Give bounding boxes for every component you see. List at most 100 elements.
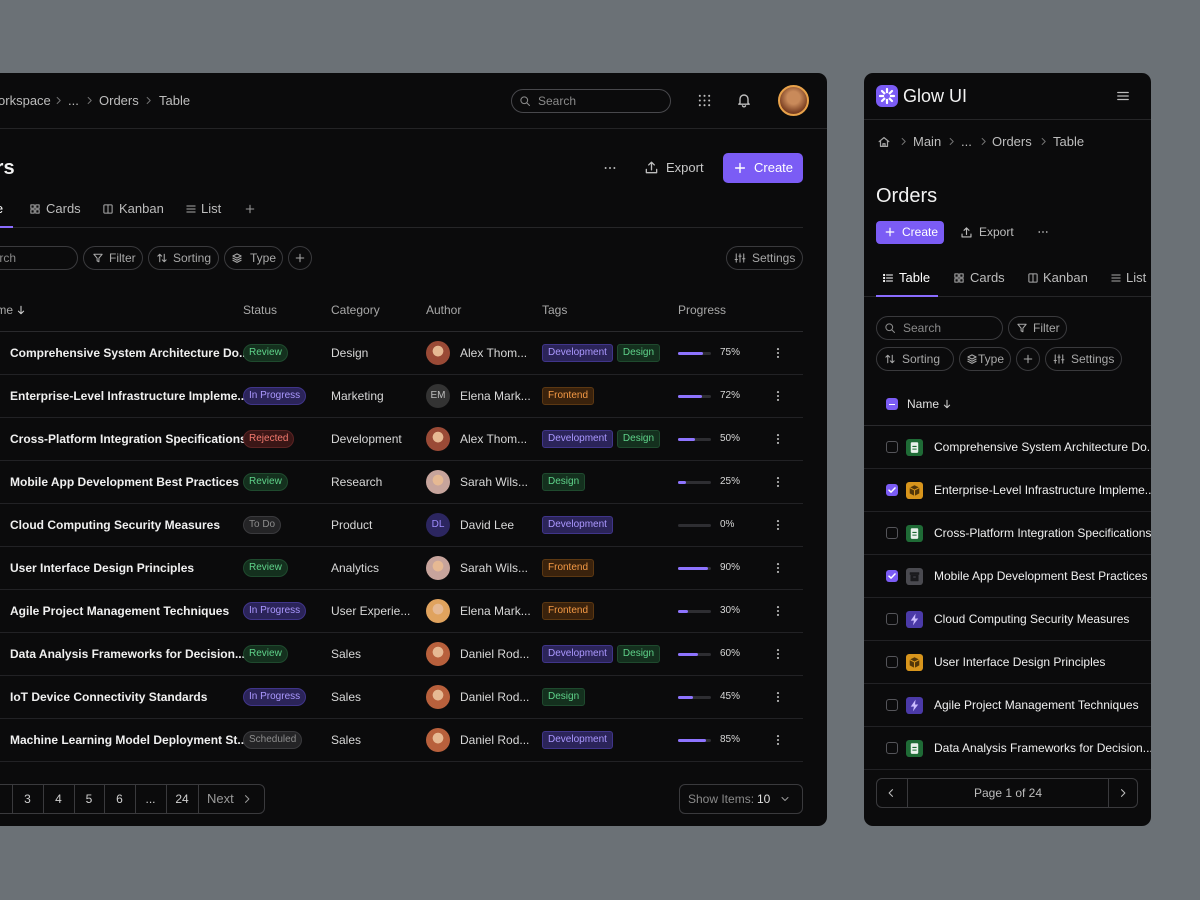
settings-button[interactable]	[726, 246, 803, 270]
export-button[interactable]: Export	[979, 225, 1014, 239]
filter-chip-icon-part	[232, 257, 242, 263]
tab[interactable]: List	[1126, 270, 1147, 285]
row-name[interactable]: User Interface Design Principles	[934, 655, 1106, 669]
column-header[interactable]: Name	[907, 397, 940, 411]
create-label[interactable]: Create	[754, 160, 794, 175]
row-name[interactable]: Enterprise-Level Infrastructure Impleme.…	[934, 483, 1151, 497]
page-button[interactable]: 5	[85, 792, 93, 806]
filter-chip-label[interactable]: Filter	[1033, 321, 1060, 335]
author-initials: DL	[431, 519, 445, 530]
tab[interactable]: Cards	[46, 201, 81, 216]
search-box[interactable]	[511, 89, 671, 113]
breadcrumb-item[interactable]: ...	[961, 134, 972, 149]
row-checkbox[interactable]	[886, 484, 898, 496]
breadcrumb-item[interactable]: Table	[1053, 134, 1085, 149]
tab-icon	[1028, 273, 1038, 283]
row-checkbox[interactable]	[886, 441, 898, 453]
filter-search[interactable]	[0, 246, 78, 270]
divider	[864, 296, 1151, 297]
column-header[interactable]: Author	[426, 303, 462, 317]
filter-chip-label[interactable]: Sorting	[902, 352, 941, 366]
row-author: Sarah Wils...	[460, 475, 529, 489]
home-icon	[878, 137, 890, 147]
add-filter[interactable]	[1016, 347, 1040, 371]
row-checkbox[interactable]	[886, 613, 898, 625]
row-checkbox[interactable]	[886, 699, 898, 711]
next-button[interactable]: Next	[207, 791, 234, 806]
breadcrumb-item[interactable]: ...	[68, 93, 79, 108]
show-items[interactable]	[679, 784, 803, 814]
row-name[interactable]: IoT Device Connectivity Standards	[10, 690, 208, 704]
export-button[interactable]: Export	[666, 160, 704, 175]
page-button[interactable]: 6	[116, 792, 123, 806]
divider	[0, 546, 803, 547]
breadcrumb-item[interactable]: Workspace	[0, 93, 51, 108]
breadcrumb-item[interactable]: Main	[913, 134, 942, 149]
row-category: Sales	[331, 733, 362, 747]
column-header[interactable]: Category	[331, 303, 380, 317]
filter-chip[interactable]	[1008, 316, 1067, 340]
row-checkbox[interactable]	[886, 742, 898, 754]
page-button[interactable]: 3	[24, 792, 31, 806]
create-button[interactable]	[876, 221, 944, 244]
filter-chip-label[interactable]: Type	[978, 352, 1005, 366]
row-name[interactable]: Comprehensive System Architecture Do...	[934, 440, 1151, 454]
filter-chip[interactable]	[224, 246, 283, 270]
filter-chip[interactable]	[83, 246, 143, 270]
settings-label[interactable]: Settings	[752, 251, 796, 265]
row-menu-part	[776, 742, 780, 745]
row-name[interactable]: Agile Project Management Techniques	[10, 604, 230, 618]
tab[interactable]: Table	[0, 200, 3, 218]
row-name[interactable]: Data Analysis Frameworks for Decision...	[10, 647, 245, 661]
row-name[interactable]: Cloud Computing Security Measures	[934, 612, 1130, 626]
user-avatar[interactable]	[778, 85, 809, 116]
breadcrumb-item[interactable]: Orders	[99, 93, 139, 108]
row-name[interactable]: Data Analysis Frameworks for Decision...	[934, 741, 1151, 755]
status-badge: Scheduled	[243, 731, 303, 749]
settings-button[interactable]	[1045, 347, 1122, 371]
tab-icon-part	[959, 278, 964, 283]
filter-chip-icon	[885, 354, 895, 364]
row-checkbox[interactable]	[886, 570, 898, 582]
row-name[interactable]: Enterprise-Level Infrastructure Impleme.…	[10, 389, 248, 403]
column-header[interactable]: Name	[0, 303, 14, 317]
more-button-part	[609, 167, 611, 169]
tab[interactable]: Table	[899, 270, 931, 285]
filter-chip-label[interactable]: Sorting	[173, 251, 212, 265]
filter-chip[interactable]	[959, 347, 1011, 371]
tab[interactable]: Kanban	[119, 201, 164, 216]
column-header[interactable]: Tags	[542, 303, 568, 317]
column-header[interactable]: Status	[243, 303, 278, 317]
breadcrumb-item[interactable]: Orders	[992, 134, 1032, 149]
row-name[interactable]: Cross-Platform Integration Specification…	[934, 526, 1151, 540]
row-name[interactable]: Comprehensive System Architecture Do...	[10, 346, 249, 360]
row-name[interactable]: User Interface Design Principles	[10, 561, 195, 575]
tab[interactable]: Kanban	[1043, 270, 1088, 285]
tab[interactable]: Cards	[970, 270, 1005, 285]
page-button[interactable]: ...	[145, 792, 156, 806]
add-filter-icon-part	[1023, 354, 1033, 364]
page-button[interactable]: 24	[175, 792, 189, 806]
row-name[interactable]: Mobile App Development Best Practices	[934, 569, 1148, 583]
row-name[interactable]: Machine Learning Model Deployment St...	[10, 733, 248, 747]
filter-chip[interactable]	[876, 347, 954, 371]
row-name[interactable]: Mobile App Development Best Practices	[10, 475, 239, 489]
pagination-divider	[1108, 778, 1109, 808]
settings-label[interactable]: Settings	[1071, 352, 1115, 366]
filter-chip-label[interactable]: Type	[250, 251, 277, 265]
filter-chip[interactable]	[148, 246, 219, 270]
create-label[interactable]: Create	[902, 225, 939, 239]
breadcrumb-item[interactable]: Table	[159, 93, 191, 108]
row-menu-part	[776, 566, 780, 570]
add-filter[interactable]	[288, 246, 312, 270]
row-name[interactable]: Agile Project Management Techniques	[934, 698, 1139, 712]
tab[interactable]: List	[201, 201, 222, 216]
filter-chip-label[interactable]: Filter	[109, 251, 136, 265]
row-checkbox[interactable]	[886, 656, 898, 668]
row-name[interactable]: Cloud Computing Security Measures	[10, 518, 221, 532]
row-name[interactable]: Cross-Platform Integration Specification…	[10, 432, 247, 446]
page-button[interactable]: 4	[55, 792, 62, 806]
search-box[interactable]	[876, 316, 1003, 340]
column-header[interactable]: Progress	[678, 303, 727, 317]
row-checkbox[interactable]	[886, 527, 898, 539]
